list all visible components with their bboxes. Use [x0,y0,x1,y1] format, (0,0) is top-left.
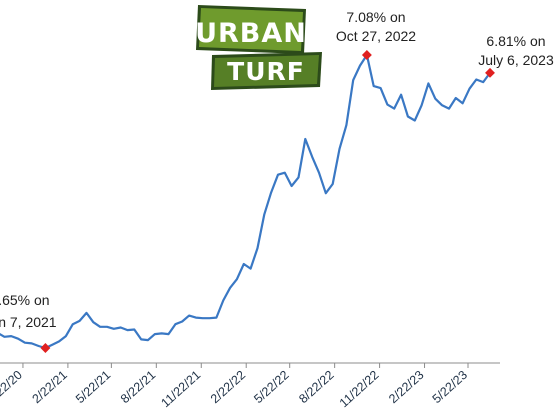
x-tick-label: 5/22/21 [73,368,113,406]
x-tick-label: 2/22/23 [386,368,426,406]
x-tick-label: 5/22/22 [251,368,291,406]
annotation-value: 6.81% on [486,33,545,49]
annotation-date: Oct 27, 2022 [336,28,416,44]
x-tick-label: 11/22/20 [0,368,25,410]
annotation-value: 2.65% on [0,292,50,308]
annotation-date: July 6, 2023 [478,52,554,68]
x-tick-label: 8/22/21 [118,368,158,406]
x-tick-label: 2/22/21 [30,368,70,406]
annotation-value: 7.08% on [346,9,405,25]
urban-turf-logo: URBAN TURF [195,5,322,90]
logo-text-turf: TURF [227,57,305,86]
annotation-date: Jan 7, 2021 [0,314,57,330]
x-tick-label: 11/22/22 [337,368,382,410]
x-tick-label: 8/22/22 [296,368,336,406]
x-tick-label: 11/22/21 [158,368,203,410]
x-tick-label: 2/22/22 [208,368,248,406]
rate-series-line [0,53,491,350]
data-point-marker [40,343,51,353]
logo-text-urban: URBAN [195,18,307,49]
x-tick-label: 5/22/23 [430,368,470,406]
